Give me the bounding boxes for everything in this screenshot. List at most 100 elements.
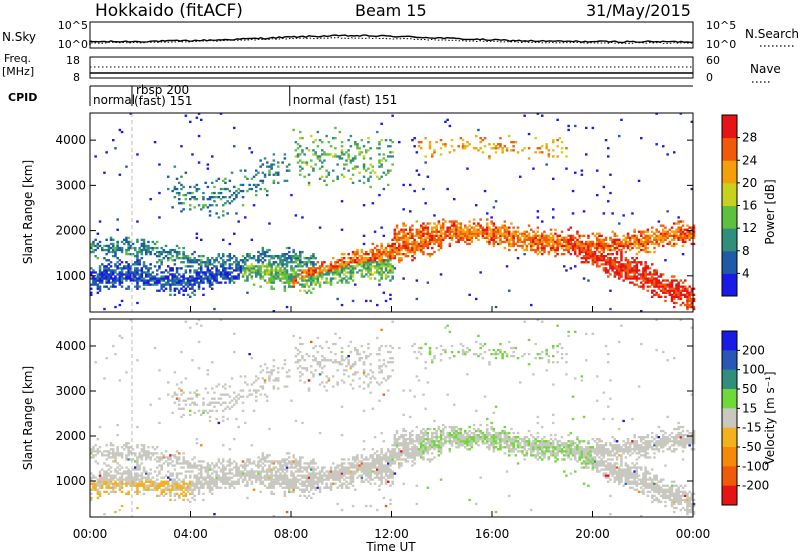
power-cell bbox=[257, 250, 260, 254]
power-cell bbox=[362, 257, 366, 260]
power-cell bbox=[334, 153, 337, 156]
power-cell bbox=[138, 250, 141, 254]
power-cell bbox=[503, 240, 507, 244]
velocity-cell bbox=[138, 452, 141, 455]
power-cell bbox=[367, 261, 370, 264]
power-cell bbox=[175, 255, 179, 258]
power-cell bbox=[274, 261, 278, 264]
power-cell bbox=[360, 273, 364, 276]
power-cell bbox=[596, 240, 599, 244]
power-cell bbox=[369, 271, 372, 274]
power-cell bbox=[673, 232, 676, 235]
velocity-cell bbox=[173, 498, 177, 502]
power-cell bbox=[349, 257, 353, 260]
velocity-cell bbox=[261, 387, 265, 390]
velocity-cell bbox=[259, 476, 262, 479]
power-cell bbox=[664, 291, 667, 294]
velocity-cell bbox=[151, 452, 155, 455]
velocity-cell bbox=[112, 474, 115, 477]
power-cell bbox=[299, 153, 302, 156]
power-cell bbox=[563, 244, 566, 248]
power-cell bbox=[318, 157, 322, 160]
power-cell bbox=[318, 177, 322, 180]
power-cell bbox=[250, 267, 254, 270]
power-cell bbox=[257, 267, 260, 270]
power-cell bbox=[283, 179, 287, 182]
power-cell bbox=[457, 234, 460, 237]
velocity-cell bbox=[109, 476, 113, 479]
power-cell bbox=[145, 271, 148, 274]
power-cell bbox=[296, 153, 300, 156]
power-cell bbox=[519, 244, 522, 248]
power-cell bbox=[615, 267, 619, 270]
power-cell bbox=[415, 151, 419, 154]
power-cell bbox=[578, 242, 581, 246]
power-cell bbox=[536, 244, 540, 248]
velocity-cell bbox=[228, 401, 232, 404]
power-cell bbox=[147, 250, 150, 254]
power-cell bbox=[516, 244, 520, 248]
velocity-cell bbox=[101, 452, 104, 455]
power-cell bbox=[299, 269, 302, 272]
velocity-cell bbox=[171, 460, 174, 463]
power-cell bbox=[263, 279, 267, 282]
power-cell bbox=[136, 153, 139, 156]
power-cell bbox=[622, 242, 625, 246]
power-cell bbox=[112, 285, 115, 288]
power-cell bbox=[398, 242, 401, 246]
power-cell bbox=[182, 281, 185, 284]
power-cell bbox=[527, 232, 531, 235]
power-cell bbox=[347, 257, 350, 260]
power-cell bbox=[389, 169, 392, 172]
power-cell bbox=[239, 169, 243, 172]
velocity-cell bbox=[164, 474, 168, 477]
power-cell bbox=[378, 165, 381, 168]
power-cell bbox=[98, 240, 102, 244]
power-cell bbox=[312, 141, 315, 144]
power-cell bbox=[635, 242, 639, 246]
power-cell bbox=[224, 273, 227, 276]
power-cell bbox=[530, 248, 533, 252]
velocity-cell bbox=[138, 482, 141, 485]
power-cell bbox=[325, 169, 328, 172]
velocity-cell bbox=[252, 409, 256, 412]
power-cell bbox=[391, 114, 394, 117]
power-cell bbox=[131, 253, 135, 256]
velocity-cell bbox=[206, 472, 210, 475]
power-cell bbox=[98, 287, 102, 290]
power-cell bbox=[160, 279, 163, 282]
power-cell bbox=[226, 255, 229, 258]
power-cell bbox=[384, 277, 388, 280]
velocity-cell bbox=[189, 488, 192, 491]
power-cell bbox=[648, 250, 652, 254]
power-cell bbox=[248, 147, 251, 150]
power-cell bbox=[182, 208, 185, 211]
power-cell bbox=[332, 155, 335, 158]
velocity-cell bbox=[296, 468, 300, 471]
power-cell bbox=[543, 246, 546, 250]
power-cell bbox=[94, 155, 97, 158]
velocity-cell bbox=[94, 460, 97, 463]
power-cell bbox=[127, 269, 130, 272]
power-cell bbox=[365, 253, 368, 256]
power-cell bbox=[237, 220, 240, 223]
power-cell bbox=[620, 259, 623, 262]
power-cell bbox=[112, 277, 115, 280]
power-cell bbox=[492, 206, 496, 209]
power-cell bbox=[626, 273, 630, 276]
power-cell bbox=[422, 242, 425, 246]
power-cell bbox=[646, 228, 650, 231]
power-cell bbox=[494, 145, 498, 148]
power-cell bbox=[215, 259, 218, 262]
velocity-cell bbox=[283, 385, 287, 388]
power-cell bbox=[380, 259, 383, 262]
power-cell bbox=[433, 230, 436, 233]
velocity-cell bbox=[206, 484, 210, 487]
power-cell bbox=[343, 163, 346, 166]
power-cell bbox=[175, 244, 179, 248]
power-cell bbox=[626, 269, 630, 272]
power-cell bbox=[142, 263, 146, 266]
power-cell bbox=[483, 228, 487, 231]
velocity-cell bbox=[292, 472, 295, 475]
velocity-cell bbox=[277, 387, 280, 390]
